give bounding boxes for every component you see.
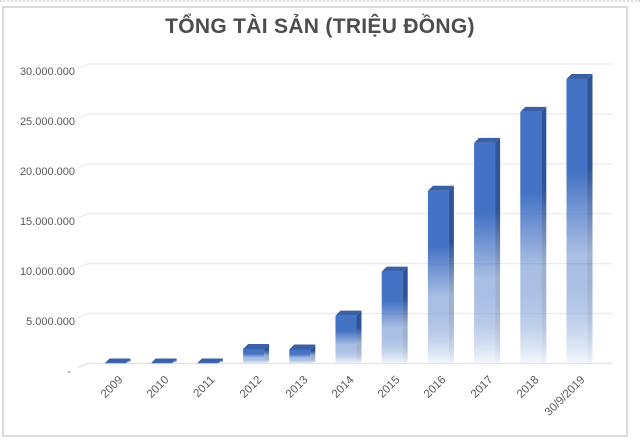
bar-side-face [264, 344, 270, 364]
chart-title: TỔNG TÀI SẢN (TRIỆU ĐỒNG) [165, 15, 475, 38]
bar-top-face [289, 344, 316, 350]
bar-top-face [196, 358, 223, 364]
gridline [77, 113, 612, 119]
top-divider-line [0, 0, 640, 2]
bar-side-face [587, 73, 593, 364]
bar-top-face [427, 185, 454, 191]
bar-2010 [150, 358, 177, 364]
bar-front-face [520, 111, 542, 364]
bar-2017 [474, 137, 501, 364]
bar-side-face [402, 266, 408, 364]
bar-2013 [289, 344, 316, 364]
bar-2015 [381, 266, 408, 364]
bar-front-face [335, 315, 357, 364]
bar-side-face [448, 185, 454, 364]
y-tick-label: 10.000.000 [19, 265, 75, 278]
bar-top-face [381, 266, 408, 272]
bar-2016 [427, 185, 454, 364]
bar-2014 [335, 310, 362, 364]
y-tick-label: 15.000.000 [19, 215, 75, 228]
bar-front-face [566, 78, 588, 364]
bar-top-face [566, 73, 593, 79]
bar-2009 [104, 358, 131, 364]
bar-top-face [150, 358, 177, 364]
bar-top-face [335, 310, 362, 316]
y-tick-label: 25.000.000 [19, 115, 75, 128]
bar-side-face [356, 310, 362, 364]
bar-2012 [243, 344, 270, 364]
gridline [77, 63, 612, 69]
bar-top-face [474, 137, 501, 143]
bar-30/9/2019 [566, 73, 593, 364]
bar-side-face [495, 137, 501, 364]
bar-front-face [381, 271, 403, 364]
bar-front-face [289, 349, 311, 364]
bar-side-face [310, 344, 316, 364]
bar-side-face [541, 106, 547, 364]
bar-front-face [427, 190, 449, 364]
bar-2011 [196, 358, 223, 364]
y-tick-label: 5.000.000 [26, 315, 75, 328]
y-tick-label: - [67, 365, 71, 378]
bar-top-face [104, 358, 131, 364]
y-tick-label: 20.000.000 [19, 165, 75, 178]
gridline [77, 163, 612, 169]
bar-2018 [520, 106, 547, 364]
y-tick-label: 30.000.000 [19, 66, 75, 78]
bar-top-face [243, 344, 270, 350]
bar-top-face [520, 106, 547, 112]
bar-front-face [243, 349, 265, 364]
bar-front-face [474, 142, 496, 364]
